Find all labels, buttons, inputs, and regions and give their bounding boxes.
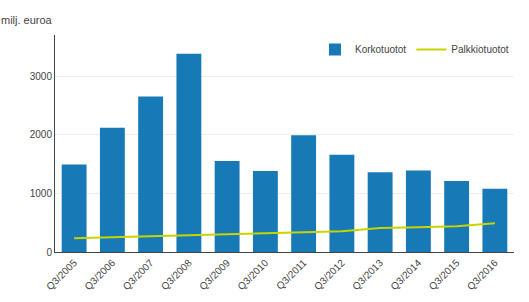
svg-text:Q3/2008: Q3/2008: [159, 257, 194, 292]
svg-text:Palkkiotuotot: Palkkiotuotot: [451, 44, 508, 55]
svg-text:Korkotuotot: Korkotuotot: [355, 44, 406, 55]
svg-text:1000: 1000: [30, 188, 53, 199]
svg-text:milj. euroa: milj. euroa: [1, 14, 53, 26]
svg-text:Q3/2009: Q3/2009: [197, 257, 232, 292]
svg-text:0: 0: [46, 247, 52, 258]
svg-text:Q3/2014: Q3/2014: [388, 257, 423, 292]
svg-text:Q3/2012: Q3/2012: [312, 257, 347, 292]
svg-text:Q3/2011: Q3/2011: [274, 257, 309, 292]
svg-text:Q3/2005: Q3/2005: [44, 257, 79, 292]
svg-text:Q3/2007: Q3/2007: [121, 257, 156, 292]
svg-text:Q3/2010: Q3/2010: [235, 257, 270, 292]
svg-text:Q3/2016: Q3/2016: [465, 257, 500, 292]
svg-text:2000: 2000: [30, 129, 53, 140]
svg-text:Q3/2013: Q3/2013: [350, 257, 385, 292]
svg-text:Q3/2006: Q3/2006: [82, 257, 117, 292]
svg-text:3000: 3000: [30, 71, 53, 82]
svg-text:Q3/2015: Q3/2015: [427, 257, 462, 292]
